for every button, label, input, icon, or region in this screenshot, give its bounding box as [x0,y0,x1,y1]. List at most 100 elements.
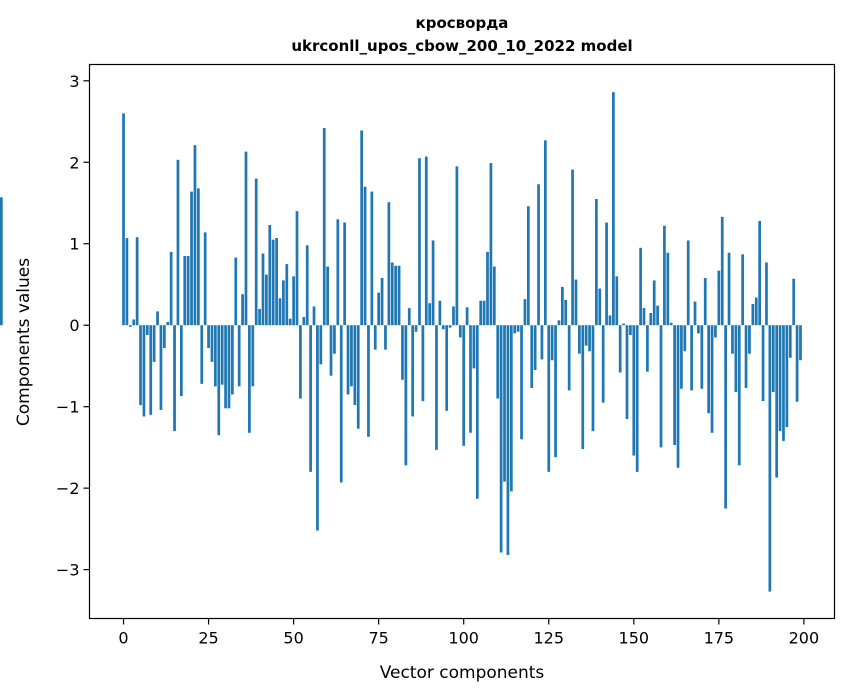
bar [142,325,146,417]
bar [724,325,727,509]
x-tick-label: 125 [533,629,564,648]
bar [360,130,364,326]
bar [523,299,527,326]
y-axis-ticks: −3 −2 −1 0 1 2 3 [56,72,90,580]
bar [186,255,190,326]
bar [533,325,537,371]
bar [550,325,554,361]
bar [782,325,785,441]
bar [353,325,357,406]
y-tick-label: −1 [56,398,80,417]
bar [520,325,523,440]
bar [578,325,581,354]
bar [513,325,517,334]
bar [646,325,649,372]
bar [618,325,622,373]
bar [768,325,772,592]
plot-frame [88,63,836,620]
y-tick-label: 3 [69,72,79,91]
bar [754,297,758,326]
bar [482,300,486,326]
bar [407,308,411,326]
bar [227,325,231,409]
bar [319,325,323,365]
bar [428,303,432,326]
bar [758,220,762,326]
bar [166,321,170,326]
bar [595,198,598,326]
bar [503,325,506,482]
bar [173,325,176,432]
bar [169,251,173,326]
bar [588,325,591,352]
bar [526,206,530,326]
bar [261,253,265,326]
bar [207,325,210,349]
bar [418,158,421,326]
bar [516,325,520,332]
bar [652,280,656,326]
bar [193,145,197,326]
bar [248,325,251,433]
bar [271,239,275,326]
bar [649,312,653,326]
bar [237,325,241,387]
bar [421,325,425,401]
bar [629,325,632,335]
bar [210,325,214,362]
bar [387,202,391,326]
bar [669,322,673,326]
bar [788,325,792,358]
bar [438,300,442,326]
bar [639,247,642,326]
bar [775,325,779,478]
bar [601,325,605,403]
bar [778,325,782,432]
bar [547,325,551,472]
bar [452,306,455,326]
bar [254,178,258,326]
bar [680,325,683,389]
bar [720,216,724,326]
x-axis-label: Vector components [380,663,545,683]
bar [748,325,751,354]
bar [316,325,319,531]
bar [591,325,595,432]
y-axis-label: Components values [14,258,34,426]
x-axis-ticks: 0 25 50 75 100 125 150 175 200 [118,618,819,648]
x-tick-label: 150 [619,629,650,648]
bar [795,325,799,402]
bar [356,325,360,429]
bar [574,279,578,326]
bar [397,265,401,326]
bar [608,315,612,326]
bar [234,257,238,326]
bar [737,325,741,466]
bar [486,251,489,326]
y-tick-label: −3 [56,561,80,580]
bar [384,325,387,350]
bar [139,325,142,406]
bar [394,265,398,326]
bar [492,266,496,326]
bar [673,325,676,445]
chart-subtitle: ukrconll_upos_cbow_200_10_2022 model [291,37,632,55]
bar [605,222,608,326]
y-tick-label: 0 [69,316,79,335]
bar [299,325,302,399]
bar [530,325,534,388]
bar [373,325,377,350]
bar [632,325,636,456]
bar [717,270,721,326]
bar [285,264,289,326]
bar [697,325,700,334]
bar [292,276,295,326]
bar [799,325,802,361]
bar [377,292,381,326]
bar [690,325,693,391]
bar [380,277,384,326]
x-tick-label: 0 [118,629,128,648]
bar [435,325,438,450]
bar [676,325,680,468]
